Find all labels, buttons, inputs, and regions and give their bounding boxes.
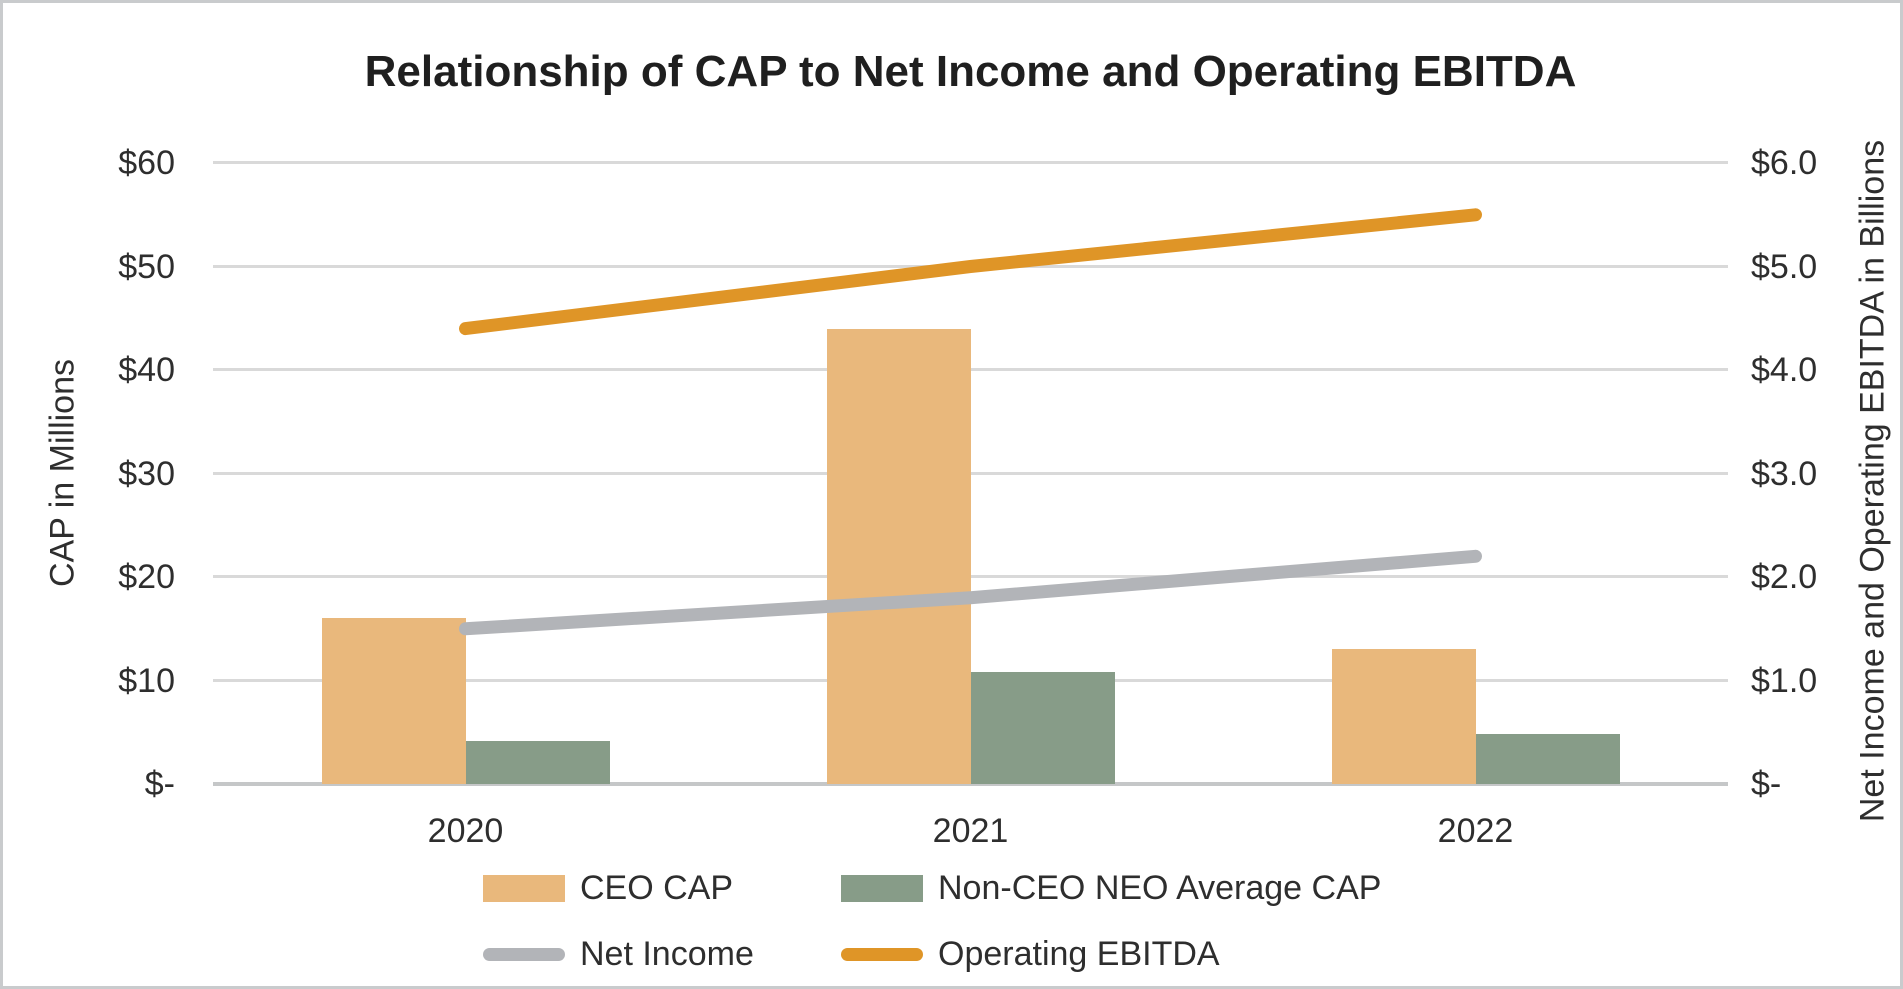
gridline	[213, 368, 1728, 371]
left-axis-tick-label: $60	[118, 144, 175, 182]
line-operating-ebitda	[459, 208, 1482, 336]
gridline	[213, 575, 1728, 578]
gridline	[213, 471, 1728, 475]
left-axis-tick-label: $50	[118, 247, 175, 286]
right-axis-tick-label: $3.0	[1751, 454, 1818, 493]
bar-non-ceo-neo-average-cap-2022	[1475, 734, 1620, 784]
legend-item-ceo-cap: CEO CAP	[483, 869, 841, 908]
legend-swatch	[841, 947, 923, 961]
right-axis-tick-label: $2.0	[1751, 558, 1818, 596]
left-axis-tick-label: $20	[118, 558, 175, 596]
left-axis-ticks: $- $10 $20 $30 $40 $50 $60	[3, 144, 175, 803]
gridline	[213, 161, 1728, 164]
x-axis-line	[213, 782, 1728, 786]
legend: CEO CAP Non-CEO NEO Average CAP Net Incom…	[483, 865, 1663, 977]
right-axis-tick-label: $6.0	[1751, 144, 1818, 182]
left-axis-tick-label: $30	[118, 454, 175, 493]
lines-layer	[459, 208, 1482, 636]
x-axis-label-2022: 2022	[1437, 812, 1514, 850]
right-axis-ticks: $- $1.0 $2.0 $3.0 $4.0 $5.0 $6.0	[1751, 144, 1900, 803]
legend-label: CEO CAP	[580, 868, 734, 907]
left-axis-tick-label: $-	[144, 765, 175, 803]
bar-non-ceo-neo-average-cap-2021	[970, 672, 1115, 784]
legend-label: Net Income	[580, 934, 754, 973]
left-axis-tick-label: $40	[118, 351, 175, 389]
legend-row-lines: Net Income Operating EBITDA	[483, 931, 1663, 977]
plot-area	[213, 161, 1728, 786]
legend-item-net-income: Net Income	[483, 935, 841, 974]
legend-row-bars: CEO CAP Non-CEO NEO Average CAP	[483, 865, 1663, 911]
legend-swatch	[483, 874, 565, 902]
x-axis-labels: 2020 2021 2022	[213, 809, 1728, 853]
left-axis-tick-label: $10	[118, 661, 175, 700]
x-axis-label-2020: 2020	[427, 812, 504, 850]
right-axis-tick-label: $1.0	[1751, 661, 1818, 700]
legend-item-non-ceo-neo-average-cap: Non-CEO NEO Average CAP	[841, 869, 1381, 908]
bar-ceo-cap-2022	[1331, 649, 1476, 784]
right-axis-tick-label: $4.0	[1751, 351, 1818, 389]
bar-non-ceo-neo-average-cap-2020	[465, 740, 610, 784]
legend-item-operating-ebitda: Operating EBITDA	[841, 935, 1220, 974]
right-axis-tick-label: $5.0	[1751, 247, 1818, 286]
x-axis-label-2021: 2021	[932, 812, 1009, 850]
legend-swatch	[483, 947, 565, 961]
legend-label: Non-CEO NEO Average CAP	[938, 868, 1382, 907]
line-net-income	[459, 549, 1482, 636]
chart-title: Relationship of CAP to Net Income and Op…	[364, 47, 1577, 96]
legend-label: Operating EBITDA	[938, 934, 1220, 973]
legend-swatch	[841, 874, 923, 902]
bar-ceo-cap-2021	[826, 328, 971, 784]
right-axis-tick-label: $-	[1751, 765, 1782, 803]
bar-ceo-cap-2020	[321, 618, 466, 784]
